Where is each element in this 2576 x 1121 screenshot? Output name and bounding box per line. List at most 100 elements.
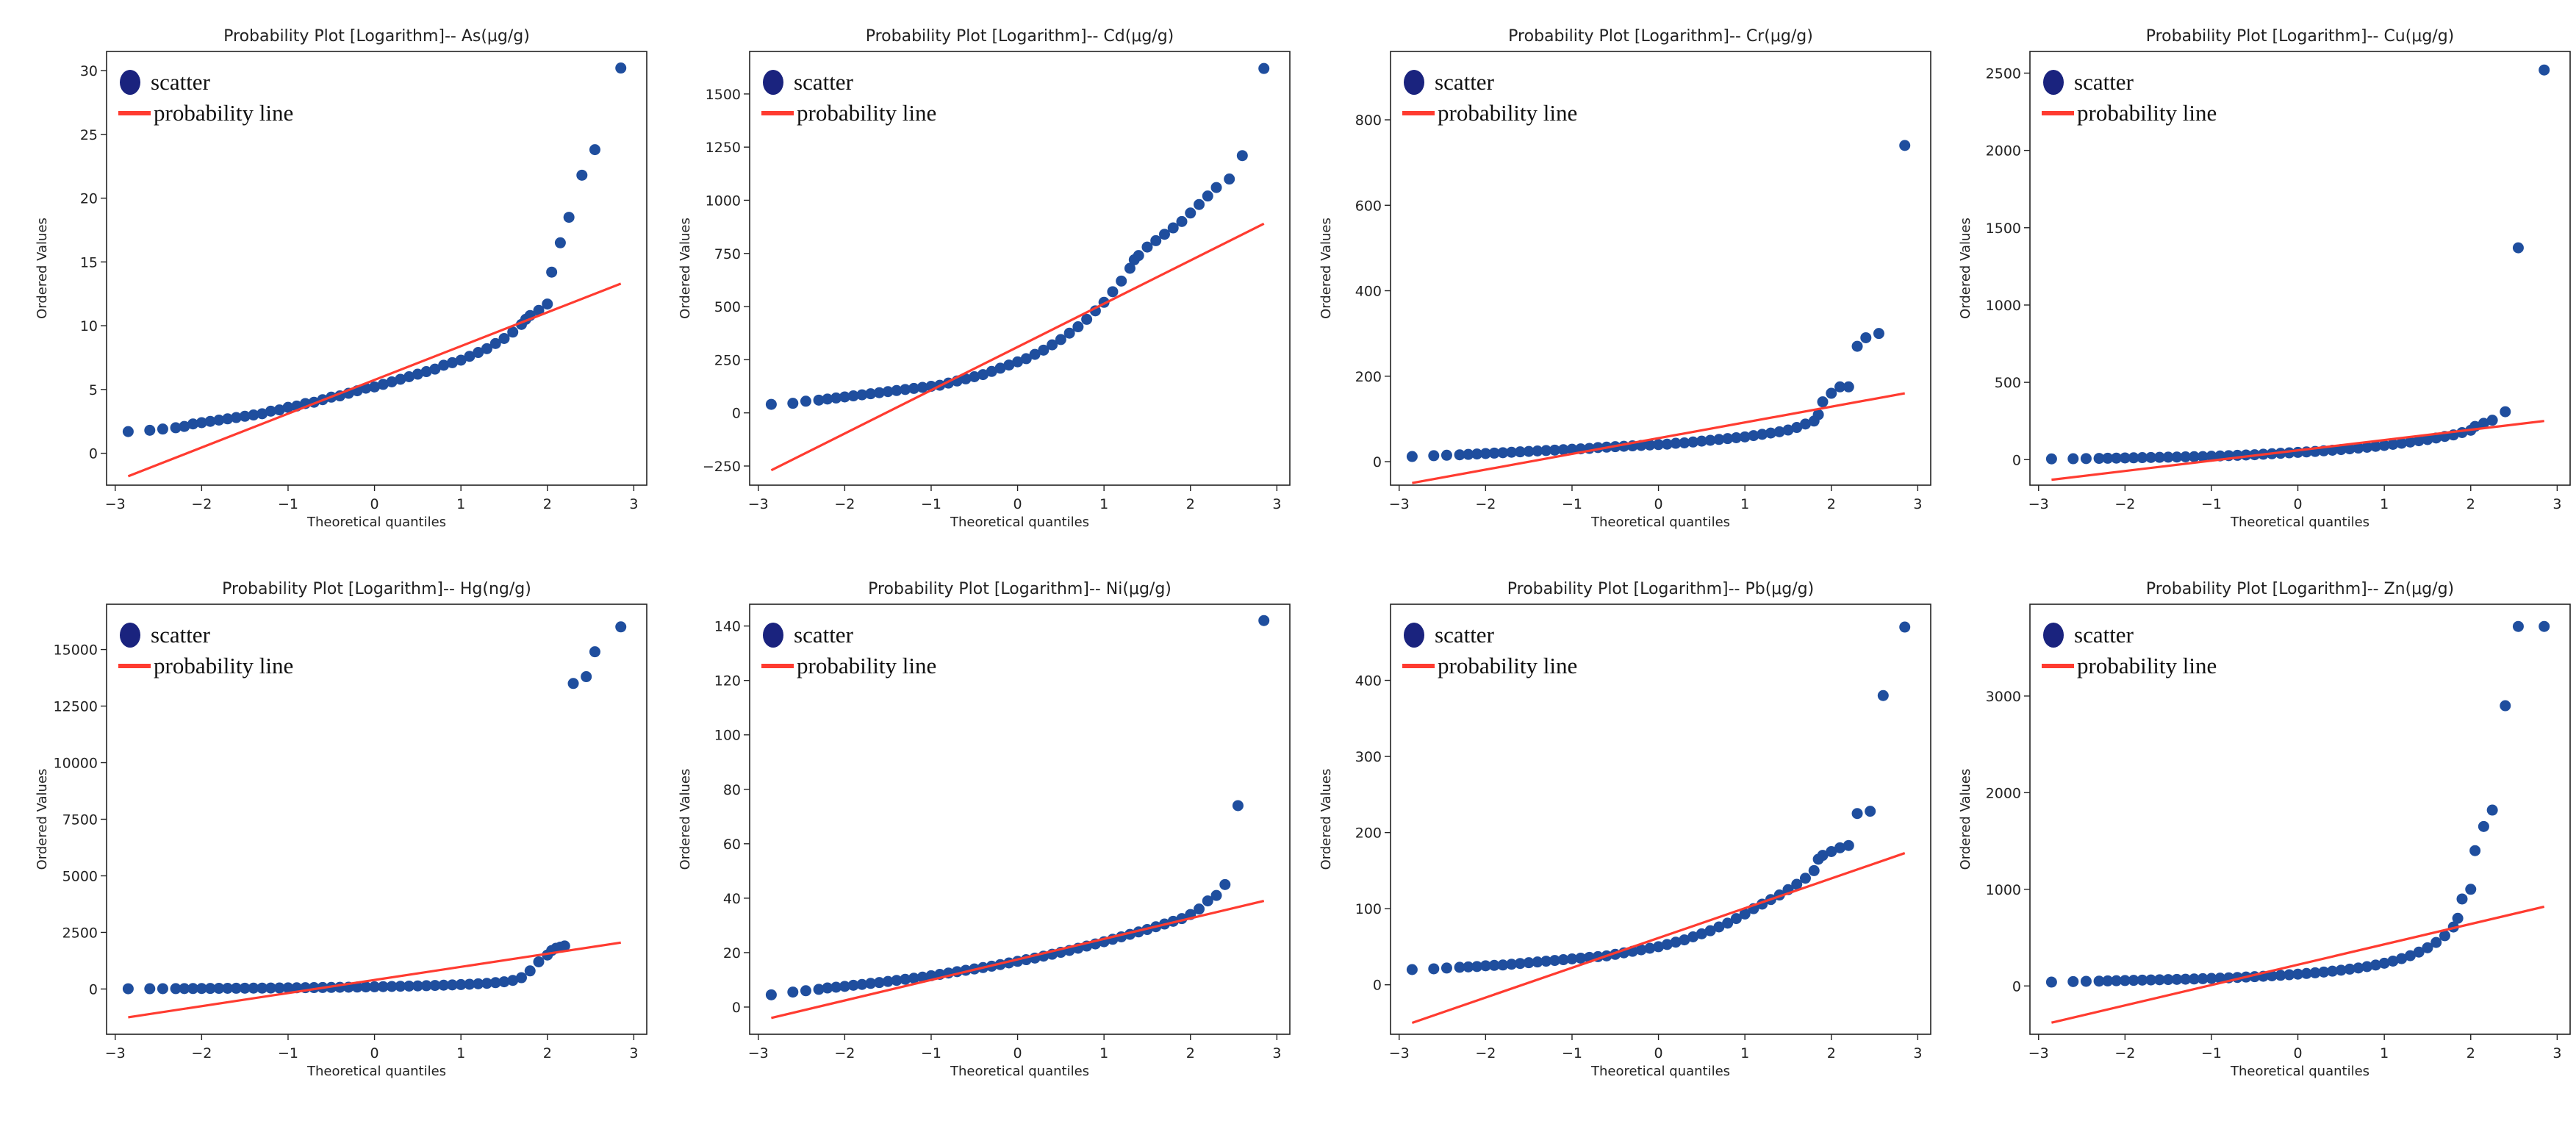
y-axis-label: Ordered Values — [1319, 769, 1334, 870]
data-point — [1817, 396, 1829, 408]
x-tick-label: −3 — [748, 1045, 769, 1061]
x-tick-label: 1 — [456, 1045, 465, 1061]
y-tick-label: 750 — [714, 246, 741, 262]
data-point — [1679, 437, 1690, 448]
data-point — [916, 382, 928, 393]
y-tick-label: 0 — [732, 406, 741, 422]
y-tick-label: 20 — [80, 191, 98, 207]
data-point — [1176, 215, 1188, 227]
data-point — [265, 982, 276, 994]
y-tick-label: 1500 — [1986, 221, 2021, 237]
data-point — [187, 983, 199, 995]
data-point — [438, 979, 450, 991]
data-point — [446, 357, 458, 368]
data-point — [1748, 430, 1759, 442]
x-tick-label: −2 — [191, 496, 212, 512]
x-tick-label: 0 — [370, 1045, 379, 1061]
plot-frame — [2029, 51, 2571, 486]
data-point — [1471, 448, 1483, 460]
data-point — [2171, 973, 2183, 985]
data-point — [144, 424, 156, 436]
data-point — [2387, 955, 2399, 967]
data-point — [464, 978, 476, 990]
legend-line-label: probability line — [1438, 100, 1577, 126]
data-point — [2422, 434, 2433, 445]
data-point — [473, 978, 484, 989]
data-point — [2327, 965, 2339, 977]
x-tick-label: 3 — [1913, 1045, 1922, 1061]
x-tick-label: −1 — [1562, 496, 1582, 512]
data-point — [204, 415, 216, 427]
chart-panel-4: Probability Plot [Logarithm]-- Cu(μg/g) −… — [1958, 27, 2571, 530]
x-tick-label: 2 — [1827, 496, 1836, 512]
data-point — [2136, 974, 2148, 986]
data-point — [1540, 956, 1552, 967]
data-point — [830, 981, 842, 993]
data-point — [1877, 690, 1889, 701]
chart-title: Probability Plot [Logarithm]-- Cr(μg/g) — [1508, 27, 1813, 46]
data-point — [2344, 963, 2356, 975]
data-point — [213, 415, 225, 426]
data-point — [1454, 449, 1465, 461]
data-point — [1063, 327, 1075, 339]
chart-title: Probability Plot [Logarithm]-- Cu(μg/g) — [2146, 27, 2455, 46]
x-tick-label: 3 — [629, 1045, 638, 1061]
data-point — [2119, 975, 2131, 986]
x-tick-label: −3 — [1389, 496, 1410, 512]
data-point — [2478, 418, 2489, 429]
chart-panel-2: Probability Plot [Logarithm]-- Cd(μg/g) −… — [678, 27, 1291, 530]
data-point — [1488, 447, 1500, 459]
probability-line — [770, 222, 1265, 472]
data-point — [882, 975, 894, 987]
data-point — [195, 417, 207, 429]
x-tick-label: −1 — [2201, 1045, 2222, 1061]
data-point — [2353, 443, 2364, 454]
x-tick-label: 0 — [370, 496, 379, 512]
x-axis-label: Theoretical quantiles — [2230, 1064, 2369, 1079]
y-tick-label: 2500 — [1986, 65, 2021, 82]
x-tick-label: −2 — [2114, 1045, 2135, 1061]
data-point — [2067, 975, 2079, 987]
y-tick-label: 200 — [1355, 369, 1382, 385]
data-point — [533, 304, 545, 316]
data-point — [1185, 207, 1196, 219]
legend-scatter-marker — [763, 623, 783, 648]
data-point — [1497, 447, 1509, 459]
data-point — [1644, 439, 1656, 451]
data-point — [1523, 445, 1535, 457]
data-point — [230, 412, 242, 423]
data-point — [273, 982, 285, 994]
data-point — [567, 678, 579, 690]
data-point — [144, 983, 156, 995]
data-point — [2378, 440, 2390, 451]
x-tick-label: 3 — [2552, 496, 2561, 512]
data-point — [908, 382, 919, 394]
plot-frame — [2029, 604, 2571, 1035]
probability-line — [128, 941, 621, 1019]
chart-title: Probability Plot [Logarithm]-- Hg(ng/g) — [222, 580, 531, 598]
y-axis-label: Ordered Values — [1958, 769, 1973, 870]
data-point — [1661, 939, 1673, 950]
data-point — [1644, 942, 1656, 954]
x-tick-label: −1 — [278, 1045, 298, 1061]
y-axis-label: Ordered Values — [35, 218, 50, 319]
data-point — [2162, 451, 2174, 463]
y-tick-label: 1000 — [1986, 882, 2021, 898]
data-point — [230, 982, 242, 994]
y-tick-label: 5000 — [62, 868, 98, 884]
data-point — [1843, 839, 1854, 851]
data-point — [2145, 451, 2157, 463]
data-point — [446, 979, 458, 991]
y-tick-label: 15000 — [54, 642, 98, 659]
data-point — [515, 972, 527, 984]
x-tick-label: 2 — [543, 496, 552, 512]
data-point — [1441, 962, 1452, 974]
data-point — [1081, 313, 1093, 325]
x-axis-label: Theoretical quantiles — [950, 1064, 1089, 1079]
data-point — [282, 982, 294, 994]
data-point — [900, 384, 911, 395]
data-point — [1557, 954, 1569, 966]
data-point — [2478, 820, 2489, 832]
data-point — [412, 980, 423, 992]
data-point — [1523, 957, 1535, 969]
